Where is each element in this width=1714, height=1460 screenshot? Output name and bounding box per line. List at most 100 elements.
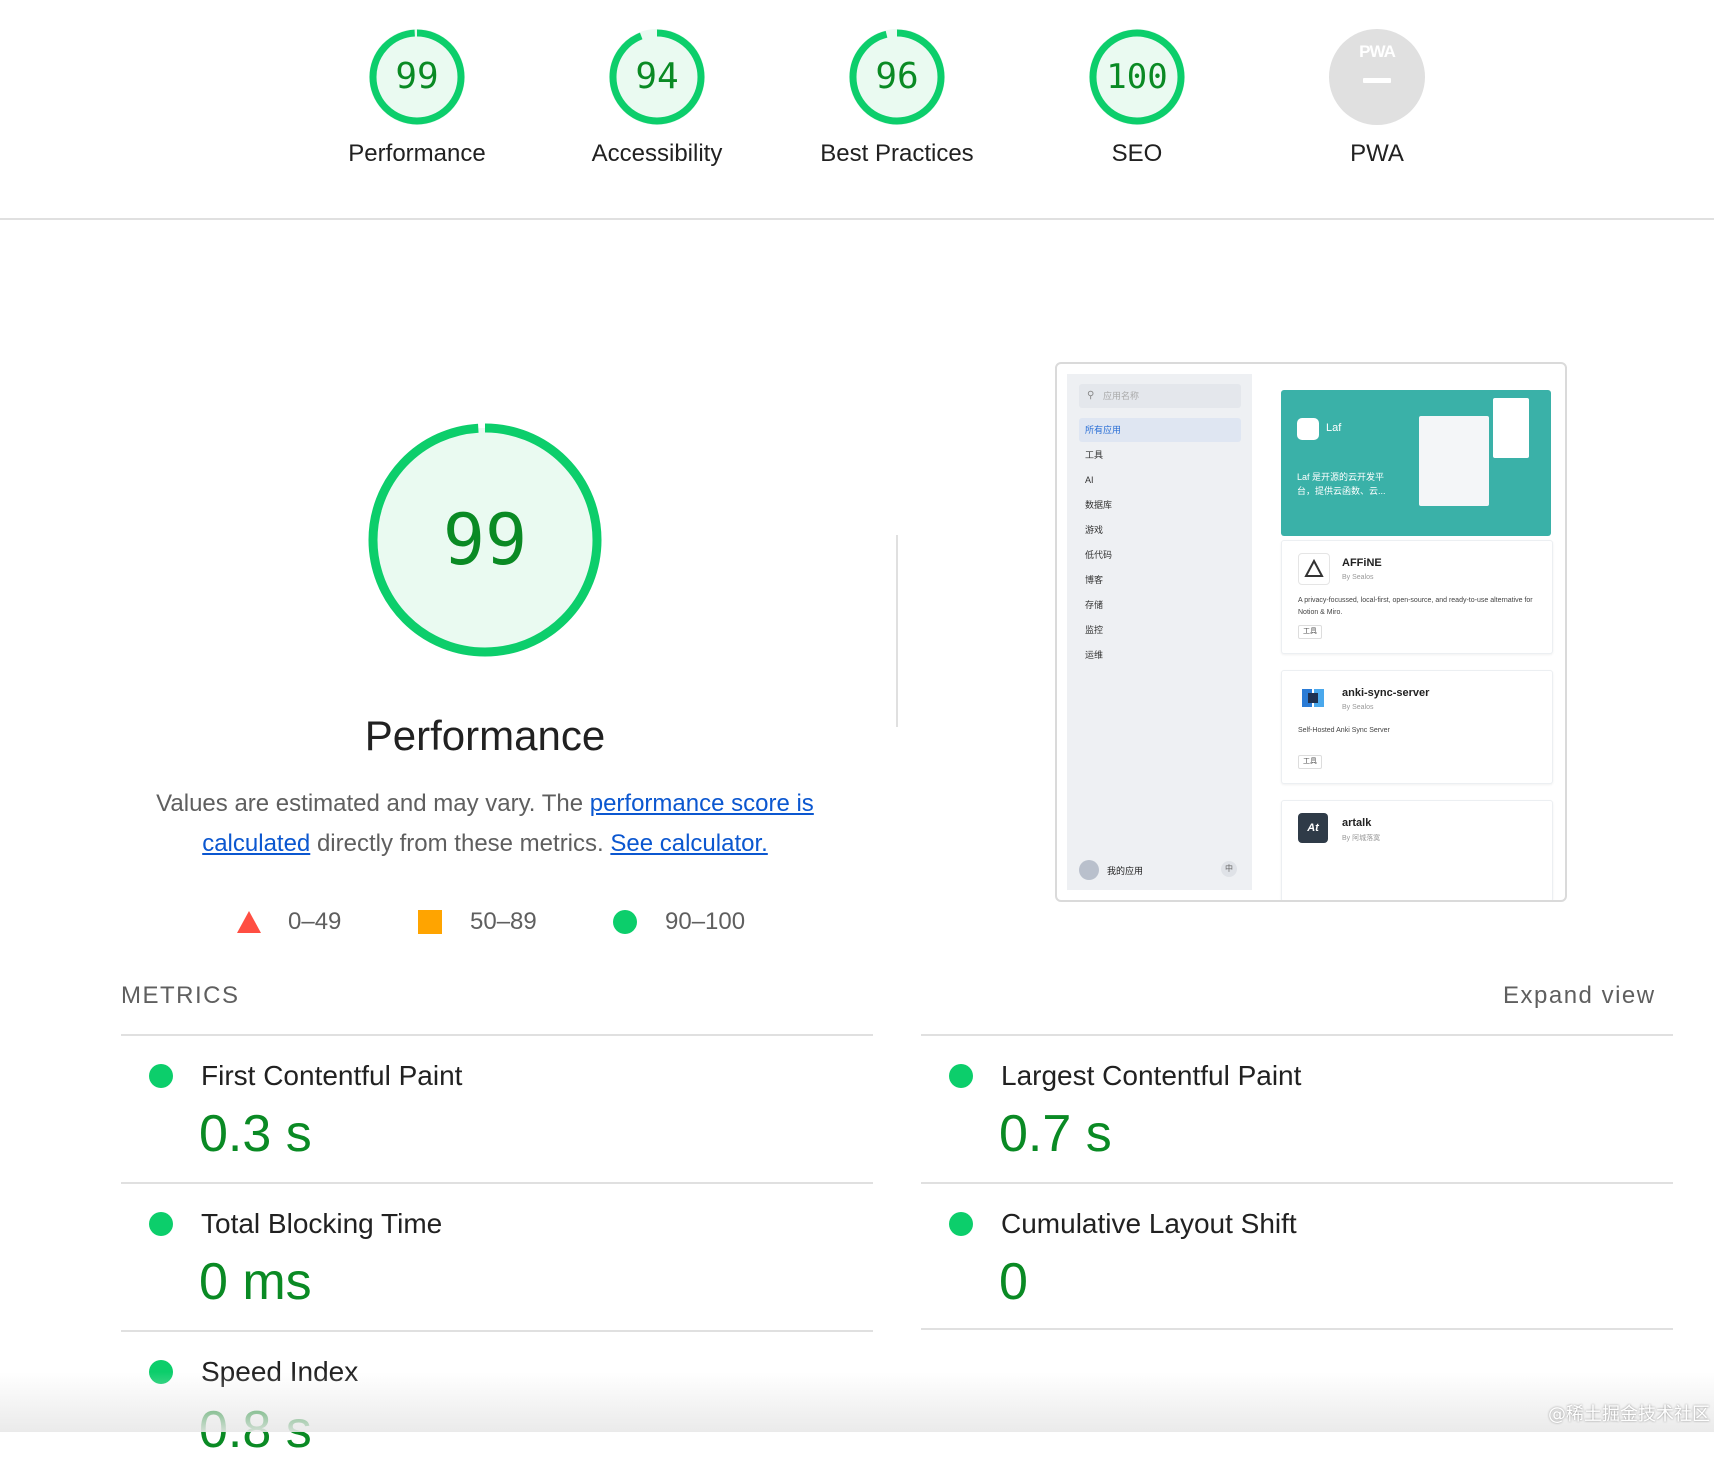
thumb-hero-name: Laf xyxy=(1326,422,1342,434)
legend-label: 90–100 xyxy=(665,908,746,935)
thumb-hero-desc: Laf 是开源的云开发平台，提供云函数、云... xyxy=(1297,472,1386,496)
gauge-arc xyxy=(1089,29,1185,125)
gauge-score: 100 xyxy=(1106,57,1168,97)
metric-value: 0.7 s xyxy=(999,1105,1112,1163)
performance-description: Values are estimated and may vary. The p… xyxy=(140,784,830,864)
gauge-label: Accessibility xyxy=(591,140,723,167)
metric-value: 0 xyxy=(999,1253,1028,1311)
gauge-best-practices[interactable]: 96 Best Practices xyxy=(777,28,1017,168)
vertical-divider xyxy=(896,535,898,727)
gauge-label: SEO xyxy=(1111,140,1163,167)
gauge-score: 96 xyxy=(875,56,919,97)
gauge-background xyxy=(609,29,705,125)
thumb-nav-item: 所有应用 xyxy=(1079,418,1241,442)
gauge-ring: 100 xyxy=(1088,28,1186,126)
thumb-app-card: AFFiNE By Sealos A privacy-focussed, loc… xyxy=(1281,540,1553,654)
thumb-nav-item: 游戏 xyxy=(1085,525,1104,535)
thumb-footer-label: 我的应用 xyxy=(1107,866,1144,876)
thumb-card-by: By Sealos xyxy=(1342,574,1374,581)
gauge-arc xyxy=(368,423,602,657)
gauge-arc xyxy=(849,29,945,125)
metric-name: Total Blocking Time xyxy=(201,1208,443,1239)
thumb-nav-item: 低代码 xyxy=(1085,550,1113,560)
legend-label: 0–49 xyxy=(288,908,342,935)
metric-name: First Contentful Paint xyxy=(201,1060,463,1091)
metrics-divider xyxy=(921,1328,1673,1330)
artalk-icon: At xyxy=(1298,813,1328,843)
final-screenshot[interactable]: ⚲ 应用名称 所有应用 工具 AI 数据库 游戏 低代码 博客 存储 监控 运维… xyxy=(1055,362,1567,902)
gauge-background xyxy=(369,29,465,125)
gauge-score: 99 xyxy=(395,56,439,97)
legend-label: 50–89 xyxy=(470,908,537,935)
thumb-app-card: At artalk By 阿城落寞 xyxy=(1281,800,1553,900)
thumb-nav-item: AI xyxy=(1085,475,1094,485)
anki-icon xyxy=(1298,683,1328,713)
pass-circle-icon xyxy=(949,1064,973,1088)
thumb-card-tag: 工具 xyxy=(1298,625,1322,639)
pass-circle-icon xyxy=(949,1212,973,1236)
hero-preview-panel xyxy=(1493,398,1529,458)
triangle-icon xyxy=(237,911,261,933)
performance-gauge xyxy=(368,423,602,657)
bottom-fade xyxy=(0,1372,1714,1432)
hero-preview-image xyxy=(1419,416,1489,506)
thumb-card-name: anki-sync-server xyxy=(1342,687,1430,699)
pwa-badge: PWA xyxy=(1328,28,1426,126)
laf-logo-icon xyxy=(1297,418,1319,440)
pass-circle-icon xyxy=(149,1212,173,1236)
affine-icon xyxy=(1298,553,1330,585)
gauge-label: PWA xyxy=(1350,140,1404,167)
metrics-divider xyxy=(121,1330,873,1332)
performance-title: Performance xyxy=(364,712,606,759)
desc-text: directly from these metrics. xyxy=(310,830,611,857)
gauge-ring: 96 xyxy=(848,28,946,126)
gauge-background xyxy=(849,29,945,125)
metrics-heading: METRICS xyxy=(121,982,240,1009)
thumb-nav-item: 博客 xyxy=(1085,575,1104,585)
metrics-divider xyxy=(121,1034,873,1036)
thumb-search: ⚲ 应用名称 xyxy=(1079,384,1241,408)
metric-value: 0.3 s xyxy=(199,1105,312,1163)
metric-value: 0 ms xyxy=(199,1253,312,1311)
score-calculated-link[interactable]: performance score is calculated xyxy=(202,790,814,857)
gauge-pwa[interactable]: PWA PWA xyxy=(1257,28,1497,168)
thumb-nav-item: 数据库 xyxy=(1085,500,1113,510)
metric-name: Largest Contentful Paint xyxy=(1001,1060,1302,1091)
pass-circle-icon xyxy=(149,1064,173,1088)
thumb-hero-card: Laf Laf 是开源的云开发平台，提供云函数、云... xyxy=(1281,390,1551,536)
gauge-background xyxy=(373,428,597,652)
metric-name: Cumulative Layout Shift xyxy=(1001,1208,1297,1239)
pwa-badge-text: PWA xyxy=(1359,42,1396,61)
thumb-card-tag: 工具 xyxy=(1298,755,1322,769)
circle-icon xyxy=(613,910,637,934)
gauge-performance[interactable]: 99 Performance xyxy=(297,28,537,168)
metrics-divider xyxy=(921,1034,1673,1036)
thumb-sidebar: ⚲ 应用名称 所有应用 工具 AI 数据库 游戏 低代码 博客 存储 监控 运维… xyxy=(1067,374,1252,890)
gauge-ring: 94 xyxy=(608,28,706,126)
thumb-card-name: AFFiNE xyxy=(1342,557,1382,569)
expand-view-toggle[interactable]: Expand view xyxy=(1503,982,1656,1009)
gauge-ring: 99 xyxy=(368,28,466,126)
thumb-app-card: anki-sync-server By Sealos Self-Hosted A… xyxy=(1281,670,1553,784)
search-icon: ⚲ xyxy=(1087,390,1095,401)
gauge-accessibility[interactable]: 94 Accessibility xyxy=(537,28,777,168)
thumb-card-by: By Sealos xyxy=(1342,704,1374,711)
thumb-card-desc: A privacy-focussed, local-first, open-so… xyxy=(1298,597,1533,616)
thumb-card-by: By 阿城落寞 xyxy=(1342,835,1381,842)
thumb-search-placeholder: 应用名称 xyxy=(1103,391,1140,401)
performance-score: 99 xyxy=(442,499,528,581)
avatar xyxy=(1079,860,1099,880)
see-calculator-link[interactable]: See calculator. xyxy=(610,830,768,857)
gauge-score: 94 xyxy=(635,56,679,97)
metrics-divider xyxy=(921,1182,1673,1184)
thumb-sidebar-footer: 我的应用 中 xyxy=(1079,858,1241,882)
thumb-card-desc: Self-Hosted Anki Sync Server xyxy=(1298,727,1390,734)
square-icon xyxy=(418,910,442,934)
gauge-seo[interactable]: 100 SEO xyxy=(1017,28,1257,168)
gauge-label: Performance xyxy=(348,140,486,167)
thumb-card-name: artalk xyxy=(1342,817,1372,829)
watermark: @稀土掘金技术社区 xyxy=(1548,1404,1710,1425)
thumb-lang-toggle: 中 xyxy=(1221,861,1237,877)
gauge-arc xyxy=(609,29,705,125)
thumb-nav-item: 监控 xyxy=(1085,625,1104,635)
